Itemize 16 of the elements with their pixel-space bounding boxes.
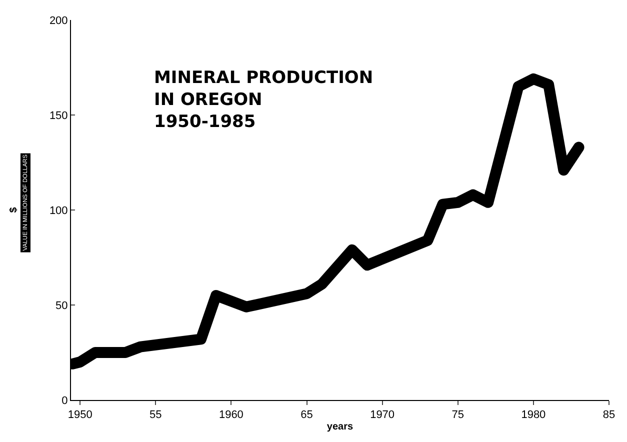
text: MINERAL PRODUCTION IN OREGON 1950-1985 xyxy=(154,68,374,132)
x-tick-label: 1970 xyxy=(370,409,395,422)
x-tick-label: 65 xyxy=(300,409,313,422)
x-tick-label: 1960 xyxy=(218,409,244,422)
y-tick-label: 200 xyxy=(49,14,68,27)
y-tick-label: 0 xyxy=(62,394,68,407)
x-tick-label: 1950 xyxy=(68,409,92,422)
x-tick-label: 85 xyxy=(602,409,616,422)
y-tick-label: 150 xyxy=(49,110,68,122)
x-tick-label: 75 xyxy=(452,409,464,422)
x-axis-title: years xyxy=(326,422,354,433)
y-axis-title: $ xyxy=(8,206,20,213)
x-tick-label: 1980 xyxy=(521,409,546,422)
y-tick-label: 100 xyxy=(49,204,68,217)
y-tick-label: 50 xyxy=(56,300,68,312)
x-tick-label: 55 xyxy=(150,409,162,422)
